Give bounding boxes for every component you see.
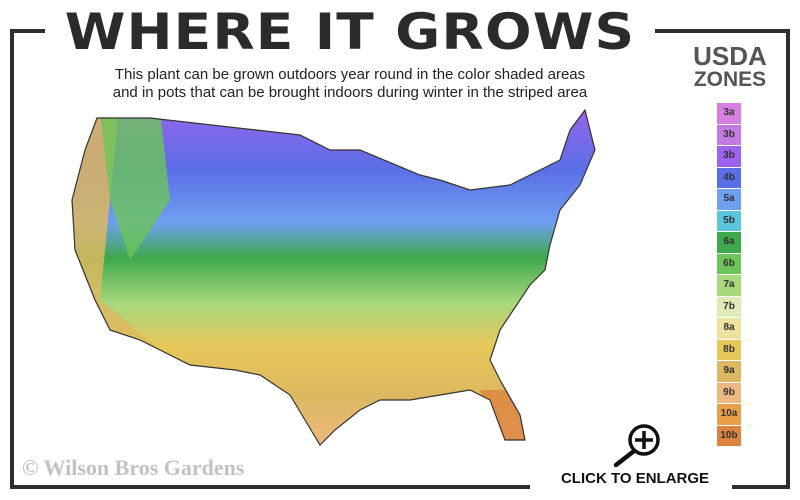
usda-zone-map[interactable] <box>60 100 600 450</box>
frame-bottom-right <box>732 485 790 489</box>
subtitle-line-1: This plant can be grown outdoors year ro… <box>114 66 586 83</box>
legend-zone-8b: 8b <box>717 339 741 360</box>
frame-top-right <box>655 29 790 33</box>
zone-legend: 3a 3b 3b 4b 5a 5b 6a 6b 7a 7b 8a 8b 9a 9b 10a 10b <box>717 103 741 447</box>
legend-zone-3a: 3a <box>717 103 741 124</box>
page-title: WHERE IT GROWS <box>64 3 636 61</box>
legend-zone-9a: 9a <box>717 361 741 382</box>
legend-zone-5b: 5b <box>717 210 741 231</box>
legend-zone-6b: 6b <box>717 253 741 274</box>
legend-title-usda: USDA <box>693 41 767 71</box>
frame-bottom-left <box>10 485 345 489</box>
subtitle-line-2: and in pots that can be brought indoors … <box>112 84 588 101</box>
pacific-northwest-zone <box>100 110 170 260</box>
legend-zone-10b: 10b <box>717 425 741 446</box>
legend-zone-3b: 3b <box>717 124 741 145</box>
legend-zone-4b: 4b <box>717 167 741 188</box>
legend-zone-6a: 6a <box>717 232 741 253</box>
copyright-watermark: © Wilson Bros Gardens <box>22 455 245 480</box>
legend-zone-9b: 9b <box>717 382 741 403</box>
frame-left <box>10 29 14 489</box>
legend-title: USDA ZONES <box>680 41 780 92</box>
frame-bottom-mid <box>345 485 530 489</box>
legend-zone-5a: 5a <box>717 189 741 210</box>
legend-zone-3b: 3b <box>717 146 741 167</box>
legend-zone-10a: 10a <box>717 404 741 425</box>
legend-zone-8a: 8a <box>717 318 741 339</box>
frame-right <box>786 29 790 489</box>
magnifier-plus-icon[interactable] <box>610 420 666 468</box>
legend-title-zones: ZONES <box>693 68 767 91</box>
legend-zone-7a: 7a <box>717 275 741 296</box>
legend-zone-7b: 7b <box>717 296 741 317</box>
click-to-enlarge-button[interactable]: CLICK TO ENLARGE <box>560 470 710 487</box>
frame-top-left <box>10 29 45 33</box>
